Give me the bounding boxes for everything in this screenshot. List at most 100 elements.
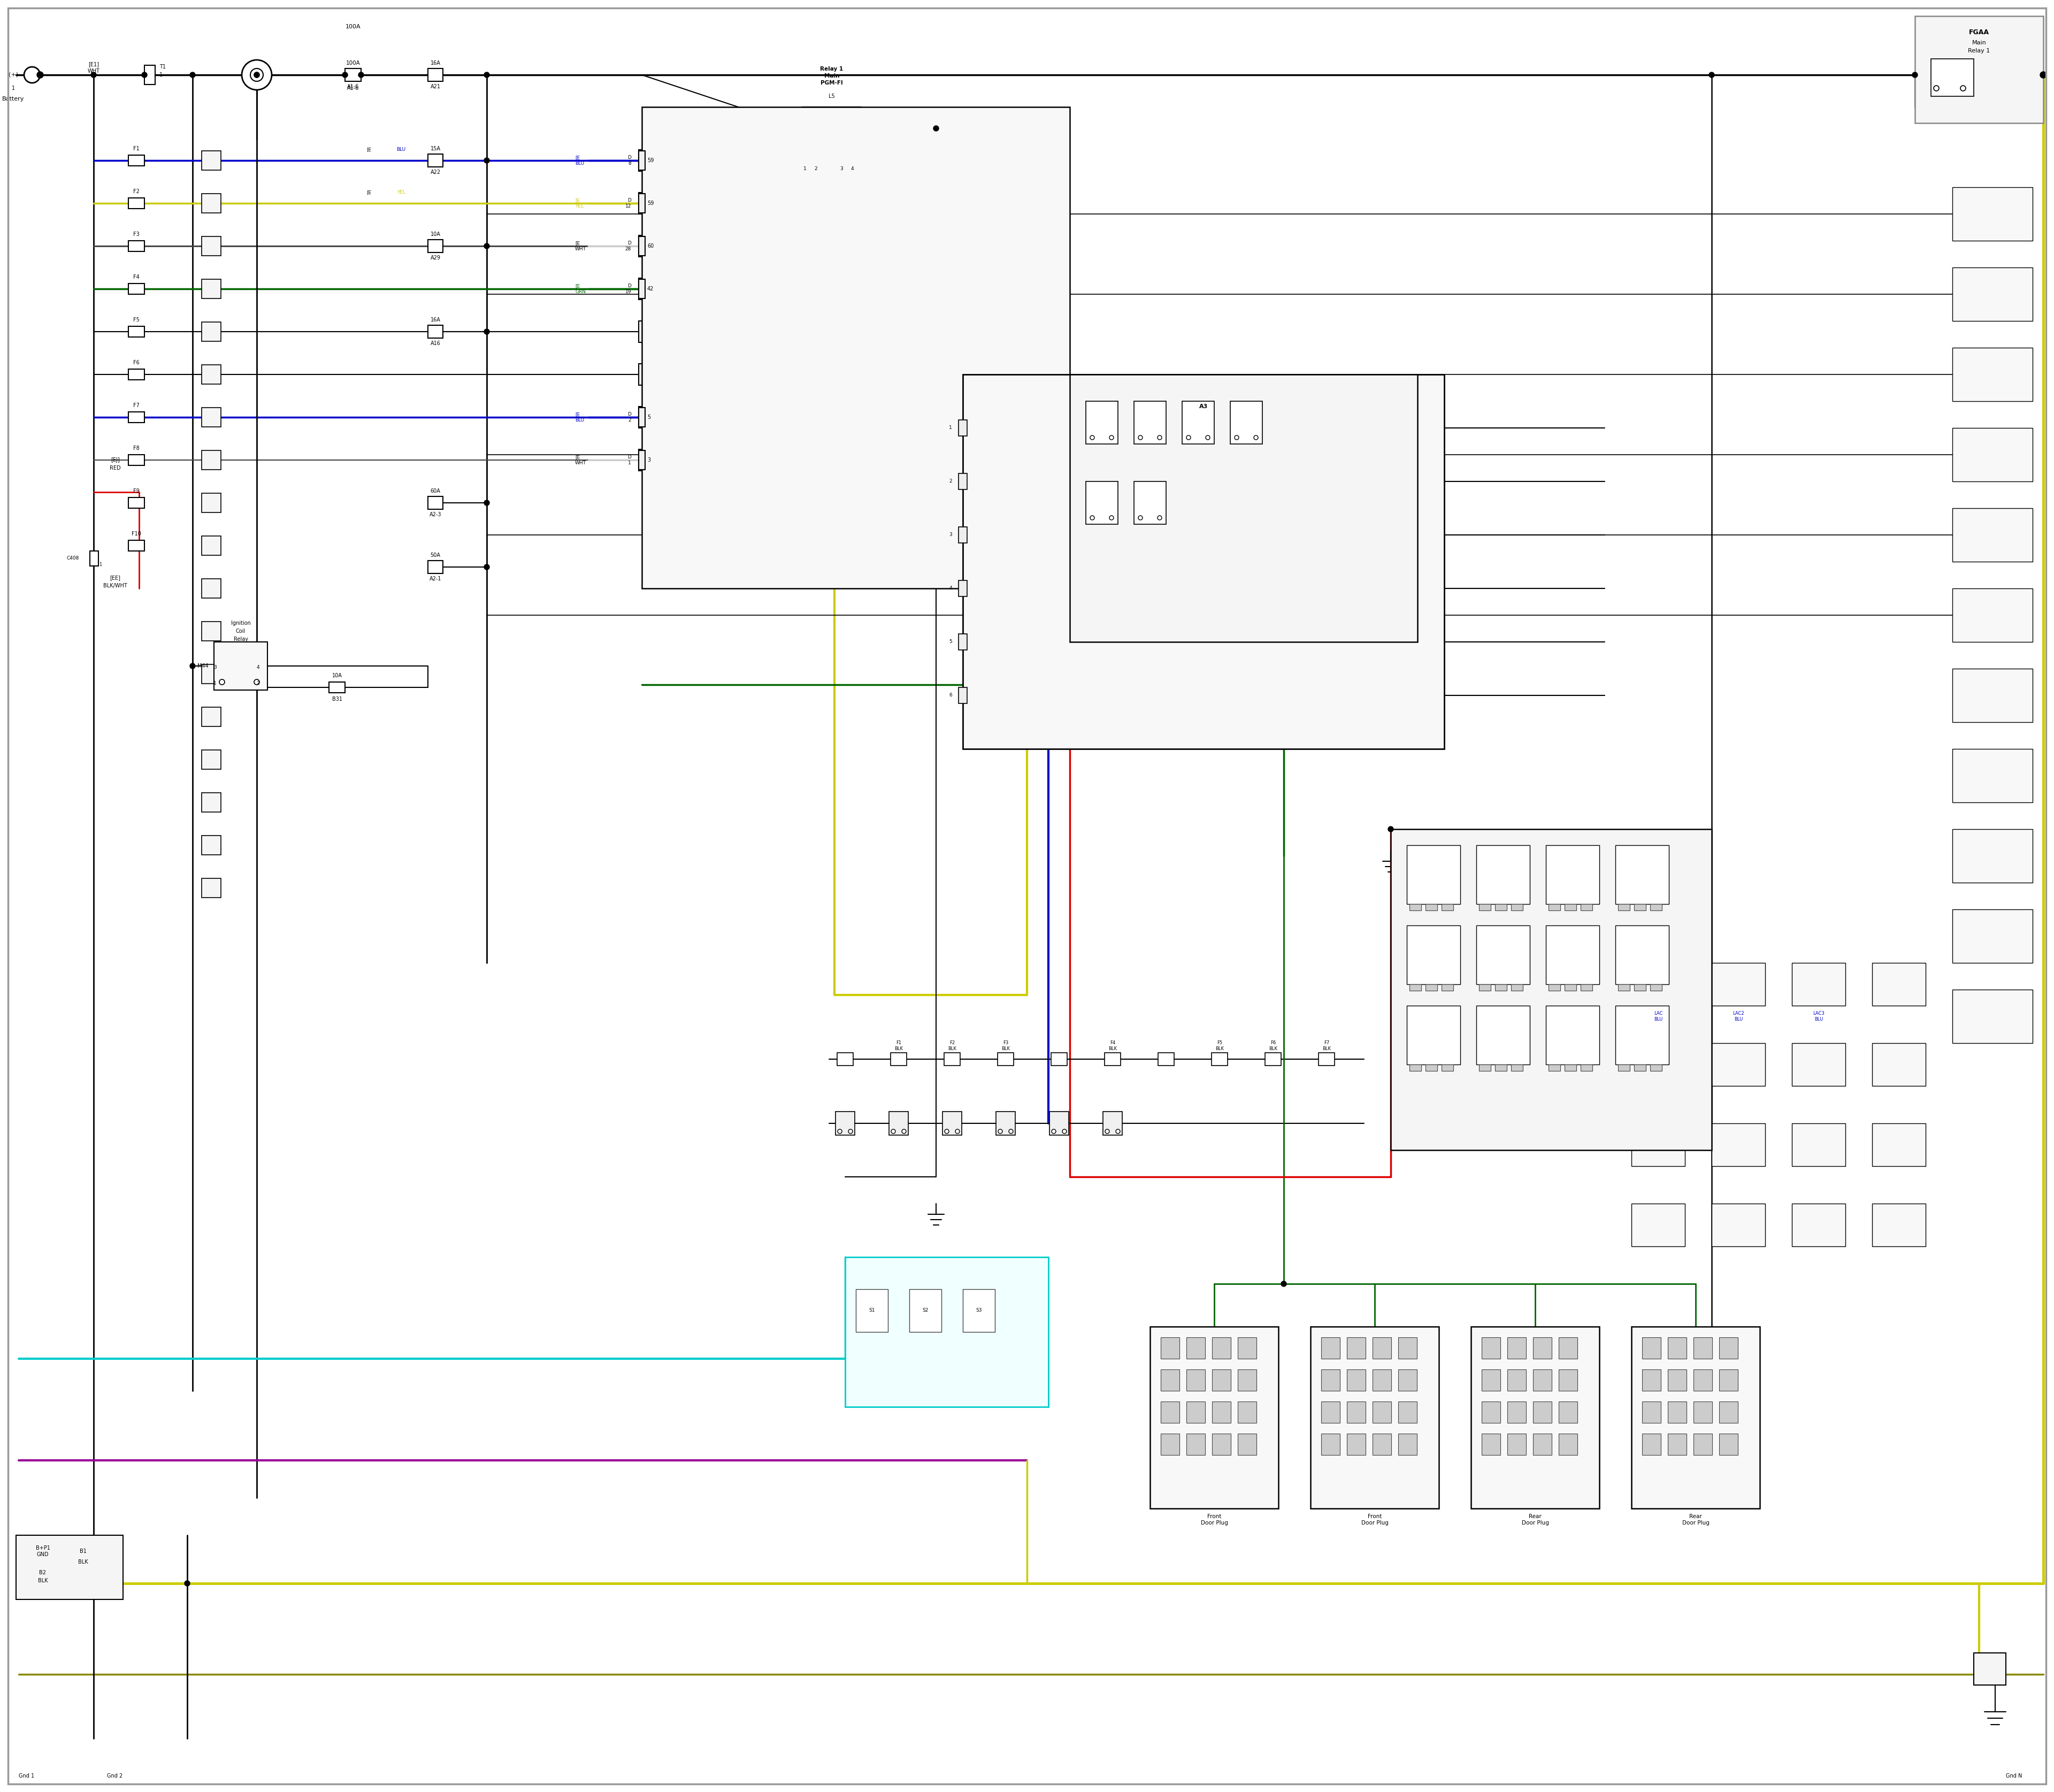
Text: 1: 1 bbox=[214, 681, 216, 686]
Bar bbox=[201, 665, 222, 683]
Circle shape bbox=[1187, 435, 1191, 439]
Bar bbox=[836, 1111, 854, 1134]
Circle shape bbox=[815, 158, 822, 163]
Bar bbox=[1547, 925, 1600, 984]
Text: 100A: 100A bbox=[345, 23, 362, 29]
Bar bbox=[1711, 962, 1764, 1005]
Text: A3: A3 bbox=[1200, 403, 1208, 409]
Bar bbox=[1212, 1434, 1230, 1455]
Bar bbox=[127, 539, 144, 550]
Bar bbox=[16, 1536, 123, 1600]
Bar bbox=[1212, 1369, 1230, 1391]
Bar bbox=[943, 1111, 961, 1134]
Bar bbox=[639, 407, 645, 426]
Bar bbox=[201, 708, 222, 726]
Bar bbox=[1619, 903, 1629, 910]
Bar bbox=[945, 1052, 959, 1066]
Bar bbox=[959, 688, 967, 704]
Text: Gnd 2: Gnd 2 bbox=[107, 1774, 123, 1779]
Text: Rear
Door Plug: Rear Door Plug bbox=[1522, 1514, 1549, 1525]
Bar bbox=[1399, 1369, 1417, 1391]
Bar bbox=[427, 561, 444, 573]
Bar bbox=[201, 622, 222, 642]
Text: Relay: Relay bbox=[234, 636, 249, 642]
Bar bbox=[1619, 1064, 1629, 1072]
Circle shape bbox=[1282, 1281, 1286, 1287]
Circle shape bbox=[1158, 516, 1163, 520]
Text: F1
BLK: F1 BLK bbox=[893, 1041, 904, 1050]
Text: A1-6: A1-6 bbox=[347, 84, 359, 90]
Text: F4: F4 bbox=[134, 274, 140, 280]
Text: T1: T1 bbox=[160, 65, 166, 70]
Bar bbox=[1641, 1369, 1662, 1391]
Bar bbox=[1471, 1326, 1600, 1509]
Text: [EE]: [EE] bbox=[109, 575, 121, 581]
Bar bbox=[201, 407, 222, 426]
Circle shape bbox=[1158, 435, 1163, 439]
Bar bbox=[1477, 1005, 1530, 1064]
Bar bbox=[1692, 1337, 1713, 1358]
Bar bbox=[1481, 1337, 1499, 1358]
Bar bbox=[889, 1111, 908, 1134]
Bar bbox=[1512, 903, 1522, 910]
Bar bbox=[639, 192, 645, 213]
Bar bbox=[201, 493, 222, 513]
Bar bbox=[127, 197, 144, 208]
Bar bbox=[1719, 1369, 1738, 1391]
Text: M44: M44 bbox=[197, 663, 210, 668]
Bar bbox=[1953, 668, 2033, 722]
Bar bbox=[201, 751, 222, 769]
Text: F4
BLK: F4 BLK bbox=[1109, 1041, 1117, 1050]
Bar bbox=[1087, 401, 1117, 444]
Bar bbox=[1495, 984, 1508, 991]
Circle shape bbox=[255, 72, 259, 77]
Bar bbox=[1953, 588, 2033, 642]
Bar bbox=[1631, 1204, 1684, 1247]
Text: Rear
Door Plug: Rear Door Plug bbox=[1682, 1514, 1709, 1525]
Bar bbox=[1481, 1434, 1499, 1455]
Bar bbox=[1532, 1369, 1551, 1391]
Bar bbox=[127, 240, 144, 251]
Bar bbox=[1953, 267, 2033, 321]
Bar bbox=[1668, 1401, 1686, 1423]
Bar bbox=[1187, 1369, 1206, 1391]
Text: F2
BLK: F2 BLK bbox=[947, 1041, 957, 1050]
Circle shape bbox=[902, 1129, 906, 1134]
Bar bbox=[959, 527, 967, 543]
Bar bbox=[959, 473, 967, 489]
Text: 2: 2 bbox=[949, 478, 953, 484]
Bar bbox=[1070, 375, 1417, 642]
Text: [E
WHT: [E WHT bbox=[575, 240, 585, 251]
Bar bbox=[201, 366, 222, 383]
Text: F2: F2 bbox=[134, 188, 140, 194]
Text: Ignition: Ignition bbox=[230, 620, 251, 625]
Text: 4: 4 bbox=[257, 665, 259, 670]
Circle shape bbox=[1389, 826, 1393, 831]
Circle shape bbox=[1062, 1129, 1066, 1134]
Circle shape bbox=[142, 72, 148, 77]
Circle shape bbox=[255, 72, 259, 77]
Bar bbox=[1668, 1337, 1686, 1358]
Bar bbox=[1161, 1401, 1179, 1423]
Bar bbox=[1953, 989, 2033, 1043]
Text: B+P1
GND: B+P1 GND bbox=[35, 1545, 49, 1557]
Bar bbox=[1481, 1369, 1499, 1391]
Bar bbox=[1187, 1401, 1206, 1423]
Text: PGM-FI: PGM-FI bbox=[822, 81, 842, 86]
Bar bbox=[201, 792, 222, 812]
Bar bbox=[844, 1256, 1048, 1407]
Bar bbox=[1212, 1052, 1228, 1066]
Text: 60A: 60A bbox=[431, 489, 440, 495]
Bar bbox=[1549, 984, 1561, 991]
Bar bbox=[1347, 1401, 1366, 1423]
Circle shape bbox=[838, 1129, 842, 1134]
Bar bbox=[1187, 1434, 1206, 1455]
Bar bbox=[1239, 1434, 1257, 1455]
Circle shape bbox=[1109, 435, 1113, 439]
Text: [E
YEL: [E YEL bbox=[575, 199, 583, 208]
Text: 1: 1 bbox=[12, 86, 14, 91]
Text: Relay 1: Relay 1 bbox=[820, 66, 844, 72]
Bar bbox=[1549, 1064, 1561, 1072]
Bar bbox=[1871, 1043, 1927, 1086]
Bar bbox=[1442, 903, 1454, 910]
